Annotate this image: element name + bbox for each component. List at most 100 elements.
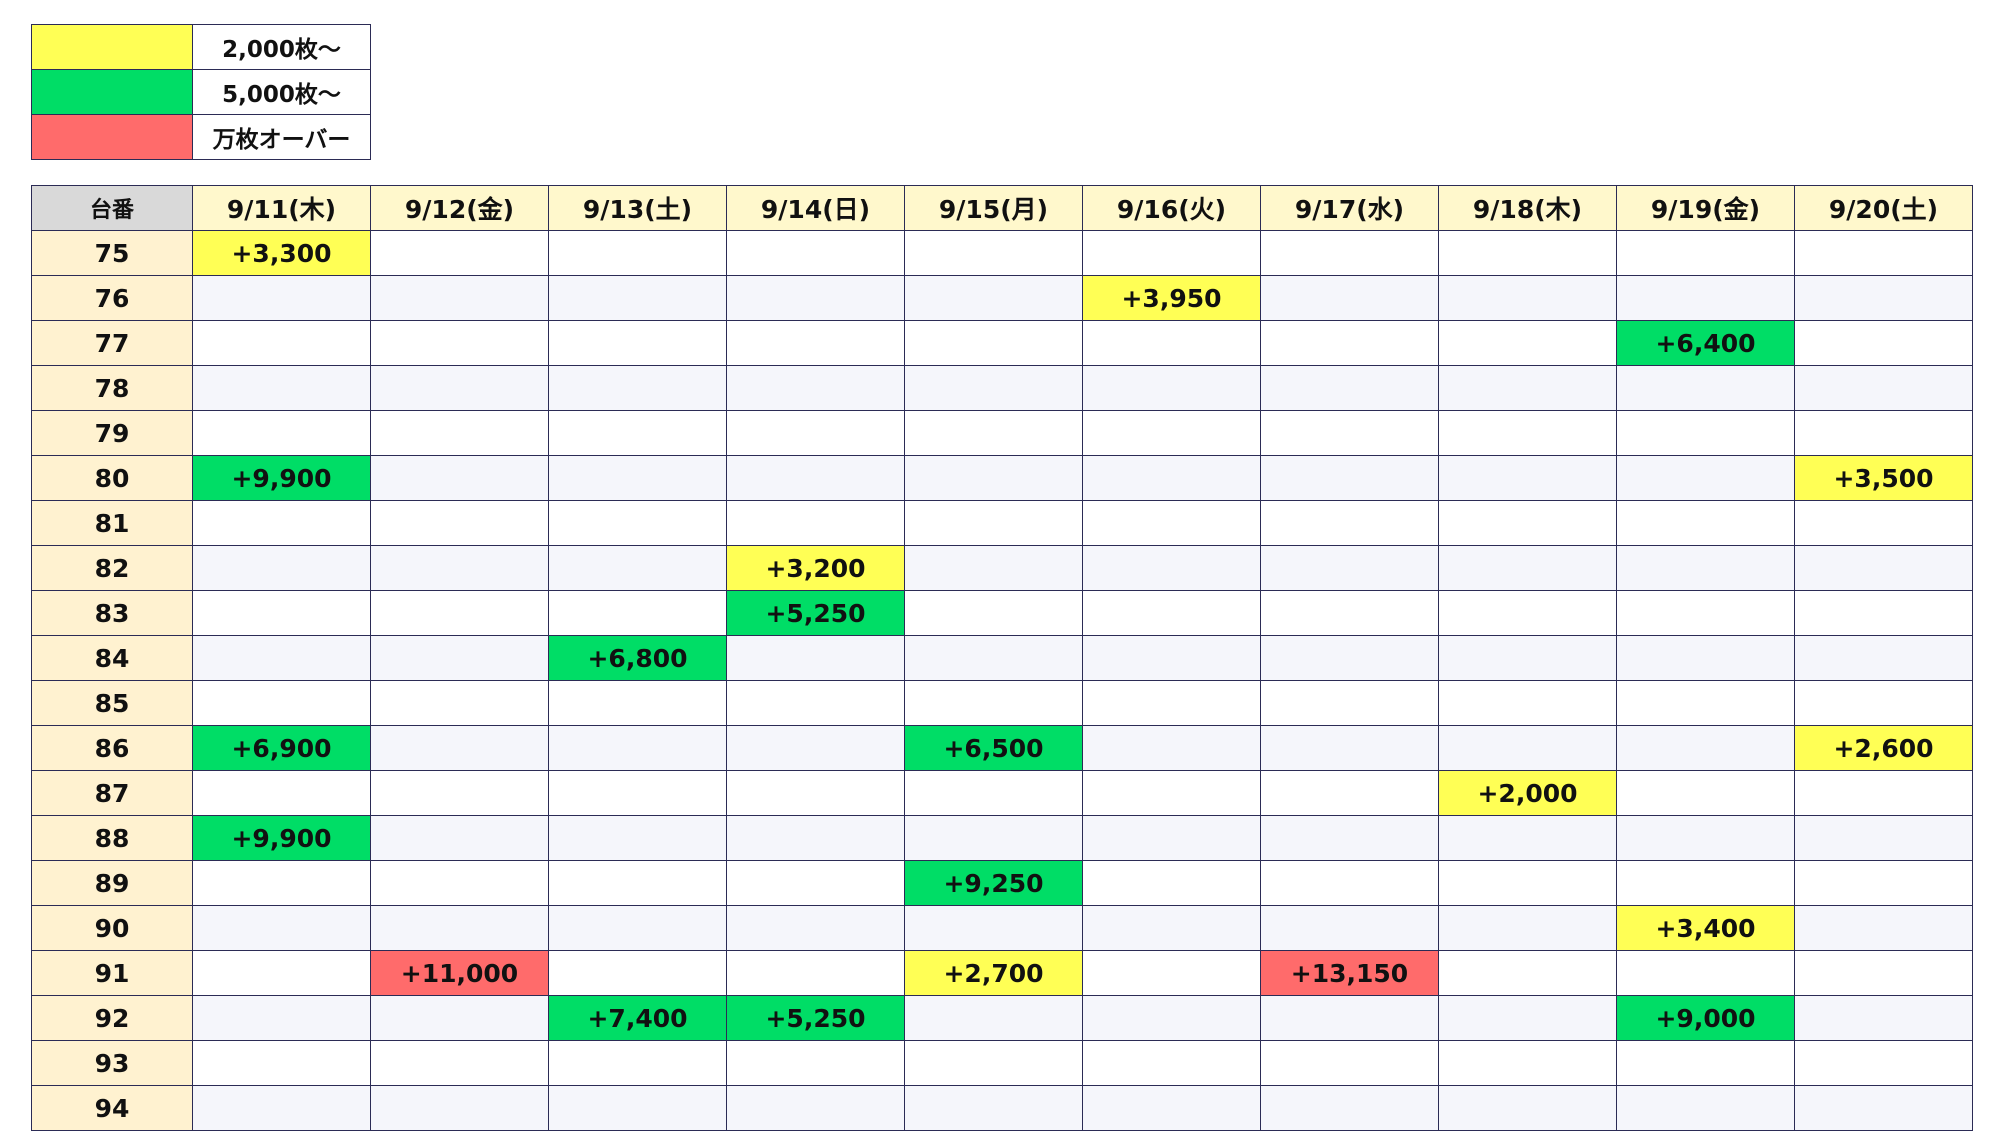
empty-cell xyxy=(1082,365,1261,411)
empty-cell xyxy=(192,365,371,411)
empty-cell xyxy=(1794,860,1973,906)
empty-cell xyxy=(1260,410,1439,456)
empty-cell xyxy=(1616,545,1795,591)
empty-cell xyxy=(1794,410,1973,456)
empty-cell xyxy=(904,905,1083,951)
empty-cell xyxy=(1082,1085,1261,1131)
empty-cell xyxy=(192,1040,371,1086)
empty-cell xyxy=(1794,365,1973,411)
empty-cell xyxy=(726,1040,905,1086)
empty-cell xyxy=(1260,500,1439,546)
empty-cell xyxy=(548,770,727,816)
row-label: 87 xyxy=(31,770,193,816)
empty-cell xyxy=(370,1040,549,1086)
row-label: 76 xyxy=(31,275,193,321)
empty-cell xyxy=(1616,1085,1795,1131)
empty-cell xyxy=(1082,770,1261,816)
row-label: 93 xyxy=(31,1040,193,1086)
empty-cell xyxy=(726,320,905,366)
empty-cell xyxy=(1438,725,1617,771)
row-label: 77 xyxy=(31,320,193,366)
row-label: 91 xyxy=(31,950,193,996)
value-cell: +2,700 xyxy=(904,950,1083,996)
row-label: 90 xyxy=(31,905,193,951)
empty-cell xyxy=(904,320,1083,366)
column-header: 9/15(月) xyxy=(904,185,1083,231)
empty-cell xyxy=(904,1040,1083,1086)
row-label: 92 xyxy=(31,995,193,1041)
empty-cell xyxy=(192,860,371,906)
empty-cell xyxy=(1438,1040,1617,1086)
empty-cell xyxy=(1616,950,1795,996)
empty-cell xyxy=(548,725,727,771)
empty-cell xyxy=(370,680,549,726)
empty-cell xyxy=(904,545,1083,591)
empty-cell xyxy=(1794,815,1973,861)
empty-cell xyxy=(904,635,1083,681)
empty-cell xyxy=(726,725,905,771)
empty-cell xyxy=(1794,905,1973,951)
empty-cell xyxy=(1616,635,1795,681)
empty-cell xyxy=(1794,950,1973,996)
empty-cell xyxy=(370,905,549,951)
empty-cell xyxy=(1438,500,1617,546)
empty-cell xyxy=(1082,725,1261,771)
empty-cell xyxy=(1260,455,1439,501)
row-label: 80 xyxy=(31,455,193,501)
empty-cell xyxy=(1438,680,1617,726)
value-cell: +3,300 xyxy=(192,230,371,276)
empty-cell xyxy=(548,1085,727,1131)
empty-cell xyxy=(726,365,905,411)
empty-cell xyxy=(548,500,727,546)
column-header: 9/17(水) xyxy=(1260,185,1439,231)
empty-cell xyxy=(726,275,905,321)
empty-cell xyxy=(192,995,371,1041)
column-header: 9/20(土) xyxy=(1794,185,1973,231)
empty-cell xyxy=(548,455,727,501)
row-label: 84 xyxy=(31,635,193,681)
empty-cell xyxy=(370,320,549,366)
column-header: 9/16(火) xyxy=(1082,185,1261,231)
empty-cell xyxy=(548,365,727,411)
empty-cell xyxy=(548,1040,727,1086)
value-cell: +6,900 xyxy=(192,725,371,771)
empty-cell xyxy=(1082,905,1261,951)
empty-cell xyxy=(1616,725,1795,771)
empty-cell xyxy=(1082,320,1261,366)
empty-cell xyxy=(1260,635,1439,681)
empty-cell xyxy=(726,230,905,276)
empty-cell xyxy=(1616,455,1795,501)
row-label: 94 xyxy=(31,1085,193,1131)
legend-swatch xyxy=(31,69,193,115)
empty-cell xyxy=(548,680,727,726)
empty-cell xyxy=(1260,905,1439,951)
empty-cell xyxy=(1260,815,1439,861)
empty-cell xyxy=(1616,230,1795,276)
empty-cell xyxy=(726,680,905,726)
empty-cell xyxy=(1260,770,1439,816)
row-label: 85 xyxy=(31,680,193,726)
empty-cell xyxy=(548,590,727,636)
legend-swatch xyxy=(31,114,193,160)
empty-cell xyxy=(1616,680,1795,726)
empty-cell xyxy=(1794,995,1973,1041)
empty-cell xyxy=(1082,545,1261,591)
empty-cell xyxy=(904,500,1083,546)
empty-cell xyxy=(1260,725,1439,771)
empty-cell xyxy=(1260,590,1439,636)
empty-cell xyxy=(1082,500,1261,546)
value-cell: +3,950 xyxy=(1082,275,1261,321)
empty-cell xyxy=(1616,860,1795,906)
empty-cell xyxy=(192,770,371,816)
empty-cell xyxy=(548,230,727,276)
value-cell: +5,250 xyxy=(726,995,905,1041)
empty-cell xyxy=(1616,500,1795,546)
row-label: 81 xyxy=(31,500,193,546)
empty-cell xyxy=(370,365,549,411)
value-cell: +3,400 xyxy=(1616,905,1795,951)
empty-cell xyxy=(1794,320,1973,366)
row-label: 78 xyxy=(31,365,193,411)
empty-cell xyxy=(904,455,1083,501)
empty-cell xyxy=(1794,1040,1973,1086)
empty-cell xyxy=(1260,860,1439,906)
